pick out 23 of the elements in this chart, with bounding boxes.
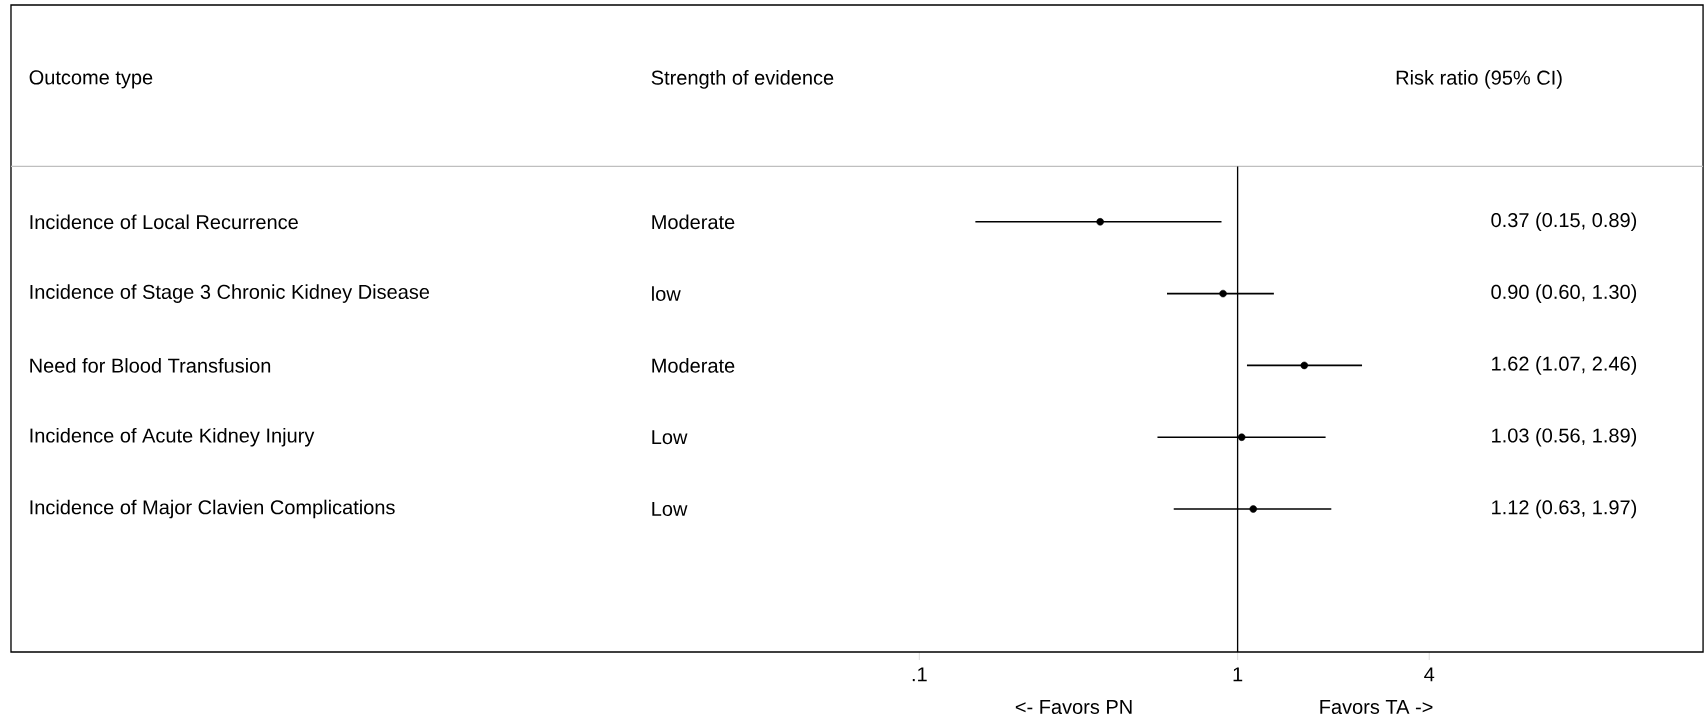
text: <- Favors PN bbox=[1015, 700, 1132, 714]
x-tick-label: 1 bbox=[1233, 667, 1243, 682]
y-axis-title: Outcome type bbox=[29, 70, 153, 89]
annotation: 0.90 (0.60, 1.30) bbox=[1491, 284, 1637, 303]
y-tick-label: Incidence of Local Recurrence bbox=[30, 214, 298, 230]
x-tick-label: .1 bbox=[912, 667, 927, 682]
y-tick-label: Incidence of Stage 3 Chronic Kidney Disease bbox=[30, 284, 430, 303]
annotation: 0.37 (0.15, 0.89) bbox=[1491, 212, 1637, 232]
y-tick-label: Incidence of Major Clavien Complications bbox=[30, 499, 395, 519]
annotation: 1.03 (0.56, 1.89) bbox=[1492, 427, 1637, 447]
annotation: Moderate bbox=[652, 214, 735, 230]
annotation: Low bbox=[652, 430, 688, 445]
annotation: Low bbox=[652, 502, 688, 516]
y-tick-label: Incidence of Acute Kidney Injury bbox=[30, 427, 315, 447]
annotation: 1.12 (0.63, 1.97) bbox=[1492, 499, 1637, 519]
annotation: low bbox=[652, 286, 681, 301]
text: Strength of evidence bbox=[651, 70, 834, 89]
annotation: 1.62 (1.07, 2.46) bbox=[1492, 356, 1637, 375]
text: Risk ratio (95% CI) bbox=[1396, 70, 1562, 89]
y-tick-label: Need for Blood Transfusion bbox=[30, 358, 271, 373]
text: Favors TA -> bbox=[1320, 700, 1433, 714]
x-tick-label: 4 bbox=[1424, 667, 1435, 682]
annotation: Moderate bbox=[652, 358, 735, 373]
